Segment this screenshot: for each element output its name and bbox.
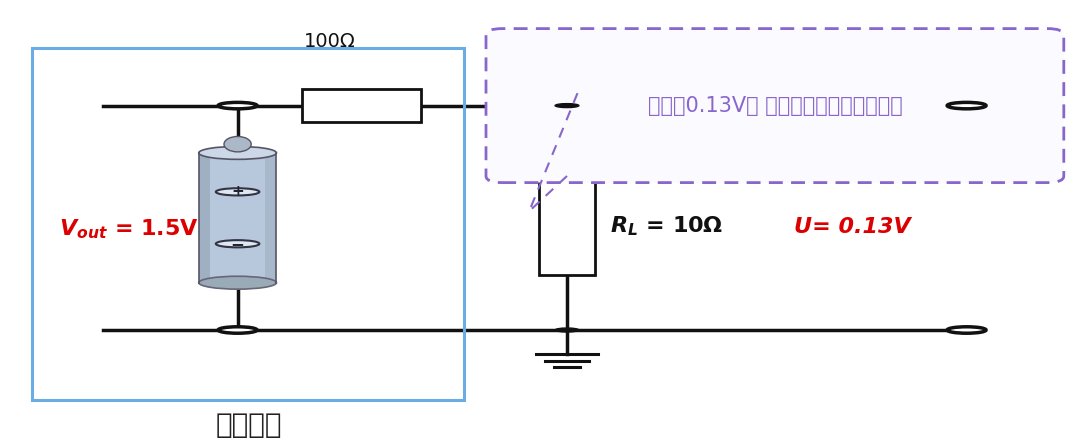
Text: U= 0.13V: U= 0.13V [794, 216, 910, 237]
Text: 我只有0.13V？ 你这是什么鸟垃圾电源！: 我只有0.13V？ 你这是什么鸟垃圾电源！ [648, 95, 902, 116]
Ellipse shape [555, 104, 579, 107]
Ellipse shape [947, 327, 986, 333]
Ellipse shape [216, 240, 259, 247]
Bar [199, 153, 276, 282]
Ellipse shape [555, 328, 579, 332]
Bar [265, 153, 276, 282]
Bar [302, 89, 421, 122]
Text: +: + [231, 184, 244, 199]
Ellipse shape [218, 327, 257, 333]
FancyBboxPatch shape [486, 29, 1064, 183]
Ellipse shape [218, 103, 257, 109]
Text: 输出模块: 输出模块 [215, 411, 282, 439]
Bar [539, 161, 595, 275]
Ellipse shape [199, 276, 276, 289]
Ellipse shape [216, 188, 259, 195]
Bar [199, 153, 211, 282]
Ellipse shape [947, 103, 986, 109]
Ellipse shape [199, 147, 276, 159]
Text: $\bfit{V}_{out}$ = 1.5V: $\bfit{V}_{out}$ = 1.5V [59, 217, 200, 241]
Text: 100Ω: 100Ω [303, 32, 355, 51]
Ellipse shape [224, 136, 252, 152]
Text: $\bfit{R}_L$ = 10Ω: $\bfit{R}_L$ = 10Ω [610, 215, 724, 238]
Text: −: − [231, 235, 244, 253]
